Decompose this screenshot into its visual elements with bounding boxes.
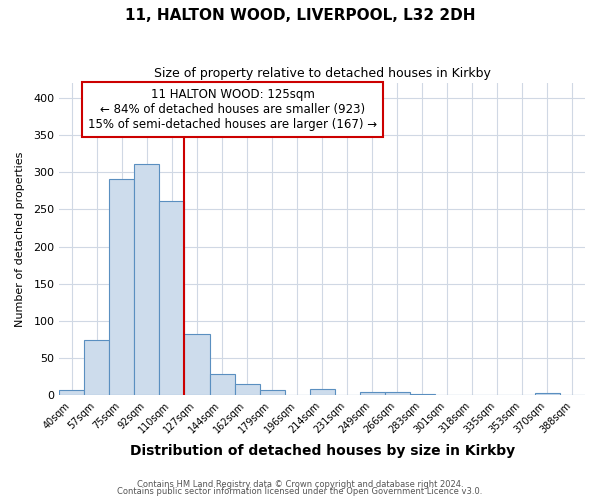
Bar <box>260 390 284 396</box>
Bar <box>535 393 560 396</box>
Text: 11 HALTON WOOD: 125sqm
← 84% of detached houses are smaller (923)
15% of semi-de: 11 HALTON WOOD: 125sqm ← 84% of detached… <box>88 88 377 130</box>
Text: 11, HALTON WOOD, LIVERPOOL, L32 2DH: 11, HALTON WOOD, LIVERPOOL, L32 2DH <box>125 8 475 22</box>
Bar <box>385 392 410 396</box>
Bar <box>160 200 184 396</box>
Bar <box>85 340 109 396</box>
Bar <box>360 392 385 396</box>
Bar <box>235 384 260 396</box>
Y-axis label: Number of detached properties: Number of detached properties <box>15 152 25 327</box>
Bar <box>184 334 209 396</box>
Bar <box>310 390 335 396</box>
Text: Contains public sector information licensed under the Open Government Licence v3: Contains public sector information licen… <box>118 487 482 496</box>
Bar <box>209 374 235 396</box>
X-axis label: Distribution of detached houses by size in Kirkby: Distribution of detached houses by size … <box>130 444 515 458</box>
Text: Contains HM Land Registry data © Crown copyright and database right 2024.: Contains HM Land Registry data © Crown c… <box>137 480 463 489</box>
Bar <box>134 164 160 396</box>
Bar <box>335 394 360 396</box>
Title: Size of property relative to detached houses in Kirkby: Size of property relative to detached ho… <box>154 68 491 80</box>
Bar <box>410 394 435 396</box>
Bar <box>109 179 134 396</box>
Bar <box>59 390 85 396</box>
